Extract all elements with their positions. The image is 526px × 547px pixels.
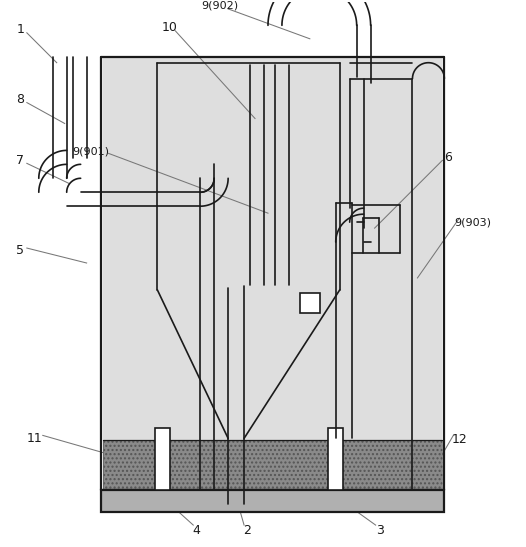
Bar [100, 490, 444, 512]
Text: 9(902): 9(902) [201, 1, 239, 11]
Text: 11: 11 [27, 432, 43, 445]
Text: 9(901): 9(901) [72, 147, 109, 156]
Text: 4: 4 [193, 523, 200, 537]
Text: 9(903): 9(903) [454, 217, 491, 227]
Text: 2: 2 [243, 523, 251, 537]
Text: 1: 1 [17, 24, 25, 36]
Text: 5: 5 [16, 243, 24, 257]
Text: 10: 10 [161, 21, 177, 34]
Text: 3: 3 [376, 523, 383, 537]
Bar [155, 428, 170, 490]
Bar [300, 293, 320, 313]
Bar [328, 428, 343, 490]
Text: 7: 7 [16, 154, 24, 167]
Bar [103, 440, 442, 490]
Bar [103, 440, 442, 490]
Text: 6: 6 [444, 151, 452, 164]
Bar [103, 57, 442, 490]
Text: 8: 8 [16, 93, 24, 106]
Text: 12: 12 [451, 433, 467, 446]
